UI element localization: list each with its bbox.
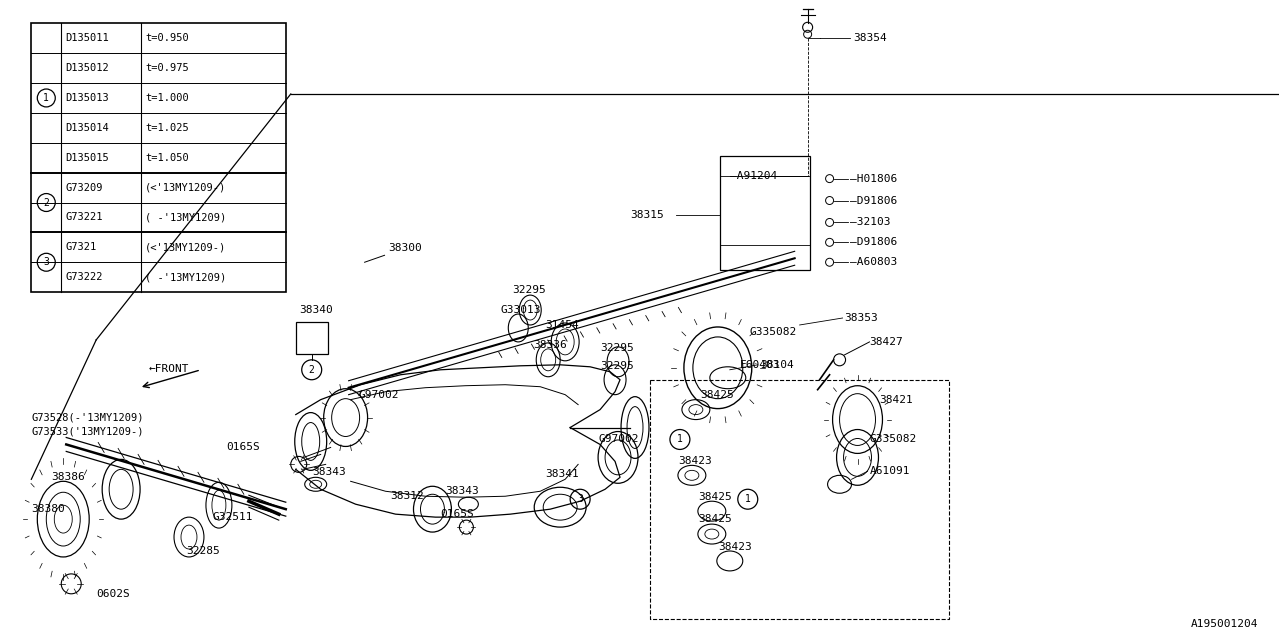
Text: 38343: 38343 bbox=[312, 467, 347, 477]
Text: 38312: 38312 bbox=[390, 492, 424, 501]
Text: 32295: 32295 bbox=[512, 285, 547, 295]
Text: E60403: E60403 bbox=[740, 360, 781, 370]
Text: 38340: 38340 bbox=[298, 305, 333, 315]
Text: 32285: 32285 bbox=[186, 546, 220, 556]
Text: G335082: G335082 bbox=[750, 327, 797, 337]
Text: 38353: 38353 bbox=[845, 313, 878, 323]
Text: A195001204: A195001204 bbox=[1192, 619, 1258, 628]
Text: 38104: 38104 bbox=[760, 360, 794, 370]
Text: —32103: —32103 bbox=[850, 218, 890, 227]
Text: 38341: 38341 bbox=[545, 469, 579, 479]
Text: t=0.975: t=0.975 bbox=[145, 63, 189, 73]
Bar bbox=[719, 156, 810, 270]
Text: 3: 3 bbox=[44, 257, 49, 268]
Text: t=1.050: t=1.050 bbox=[145, 153, 189, 163]
Text: 32295: 32295 bbox=[600, 343, 634, 353]
Text: G73533('13MY1209-): G73533('13MY1209-) bbox=[31, 426, 143, 436]
Text: 38315: 38315 bbox=[630, 211, 664, 220]
Text: D135015: D135015 bbox=[65, 153, 109, 163]
Text: t=0.950: t=0.950 bbox=[145, 33, 189, 44]
Text: —H01806: —H01806 bbox=[850, 173, 897, 184]
Text: 38423: 38423 bbox=[718, 542, 751, 552]
Text: ←FRONT: ←FRONT bbox=[148, 364, 189, 374]
Bar bbox=[31, 23, 285, 292]
Text: 0602S: 0602S bbox=[96, 589, 131, 599]
Text: G97002: G97002 bbox=[358, 390, 399, 399]
Text: G32511: G32511 bbox=[212, 512, 253, 522]
Text: D135011: D135011 bbox=[65, 33, 109, 44]
Text: 38421: 38421 bbox=[879, 395, 913, 404]
Text: 38423: 38423 bbox=[678, 456, 712, 467]
Text: D135012: D135012 bbox=[65, 63, 109, 73]
Text: 31454: 31454 bbox=[545, 320, 579, 330]
Text: G73221: G73221 bbox=[65, 212, 102, 223]
Text: 38354: 38354 bbox=[854, 33, 887, 44]
Text: 38425: 38425 bbox=[700, 390, 733, 399]
Text: 3: 3 bbox=[577, 494, 584, 504]
Bar bbox=[650, 380, 950, 619]
Text: 2: 2 bbox=[44, 198, 49, 207]
Text: G73209: G73209 bbox=[65, 182, 102, 193]
Text: G97002: G97002 bbox=[598, 435, 639, 444]
Text: —A60803: —A60803 bbox=[850, 257, 897, 268]
Text: 2: 2 bbox=[308, 365, 315, 375]
Text: G335082: G335082 bbox=[869, 435, 916, 444]
Text: 38427: 38427 bbox=[869, 337, 904, 347]
Text: ( -'13MY1209): ( -'13MY1209) bbox=[145, 212, 227, 223]
Text: 38386: 38386 bbox=[51, 472, 84, 483]
Text: ( -'13MY1209): ( -'13MY1209) bbox=[145, 272, 227, 282]
Text: 38343: 38343 bbox=[445, 486, 479, 496]
Text: 38380: 38380 bbox=[31, 504, 65, 514]
Text: 38300: 38300 bbox=[389, 243, 422, 253]
Text: A61091: A61091 bbox=[869, 467, 910, 476]
Text: 32295: 32295 bbox=[600, 361, 634, 371]
Text: 1: 1 bbox=[745, 494, 750, 504]
Text: 0165S: 0165S bbox=[225, 442, 260, 452]
Text: 38425: 38425 bbox=[698, 492, 732, 502]
Text: —D91806: —D91806 bbox=[850, 196, 897, 205]
Bar bbox=[296, 322, 328, 354]
Text: D135014: D135014 bbox=[65, 123, 109, 133]
Text: 0165S: 0165S bbox=[440, 509, 474, 519]
Text: G73528(-'13MY1209): G73528(-'13MY1209) bbox=[31, 413, 143, 422]
Text: (<'13MY1209-): (<'13MY1209-) bbox=[145, 182, 227, 193]
Text: 38425: 38425 bbox=[698, 514, 732, 524]
Text: —D91806: —D91806 bbox=[850, 237, 897, 247]
Text: 1: 1 bbox=[677, 435, 682, 444]
Text: 38336: 38336 bbox=[534, 340, 567, 350]
Text: t=1.025: t=1.025 bbox=[145, 123, 189, 133]
Text: G73222: G73222 bbox=[65, 272, 102, 282]
Text: —A91204: —A91204 bbox=[730, 171, 777, 180]
Text: G33013: G33013 bbox=[500, 305, 541, 315]
Text: t=1.000: t=1.000 bbox=[145, 93, 189, 103]
Text: D135013: D135013 bbox=[65, 93, 109, 103]
Text: 1: 1 bbox=[44, 93, 49, 103]
Text: (<'13MY1209-): (<'13MY1209-) bbox=[145, 243, 227, 252]
Text: G7321: G7321 bbox=[65, 243, 96, 252]
